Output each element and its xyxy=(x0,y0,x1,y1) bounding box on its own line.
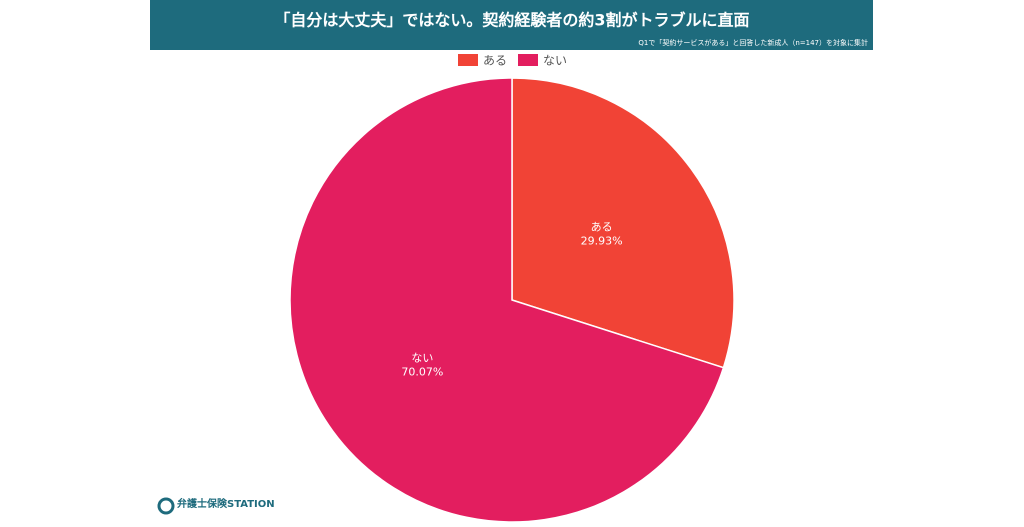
legend-label: ない xyxy=(543,54,567,68)
pie-slice xyxy=(289,77,725,523)
slice-label: ない xyxy=(411,351,433,364)
slice-value-label: 29.93% xyxy=(581,235,623,248)
chart-subtitle: Q1で「契約サービスがある」と回答した新成人（n=147）を対象に集計 xyxy=(638,38,868,47)
legend-swatch xyxy=(518,54,538,66)
logo-icon xyxy=(157,497,175,515)
slice-label: ある xyxy=(591,221,613,234)
legend-label: ある xyxy=(483,54,507,68)
header-banner xyxy=(150,0,873,50)
legend-swatch xyxy=(458,54,478,66)
pie-slice xyxy=(511,77,735,369)
logo-text: 弁護士保険STATION xyxy=(177,497,275,510)
logo: 弁護士保険STATION xyxy=(157,497,275,515)
slice-value-label: 70.07% xyxy=(401,365,443,378)
chart-title: 「自分は大丈夫」ではない。契約経験者の約3割がトラブルに直面 xyxy=(274,11,749,30)
